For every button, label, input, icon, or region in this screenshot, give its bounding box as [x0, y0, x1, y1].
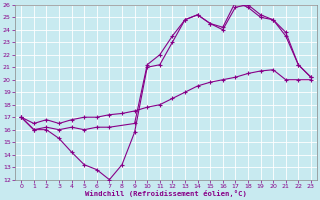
- X-axis label: Windchill (Refroidissement éolien,°C): Windchill (Refroidissement éolien,°C): [85, 190, 247, 197]
